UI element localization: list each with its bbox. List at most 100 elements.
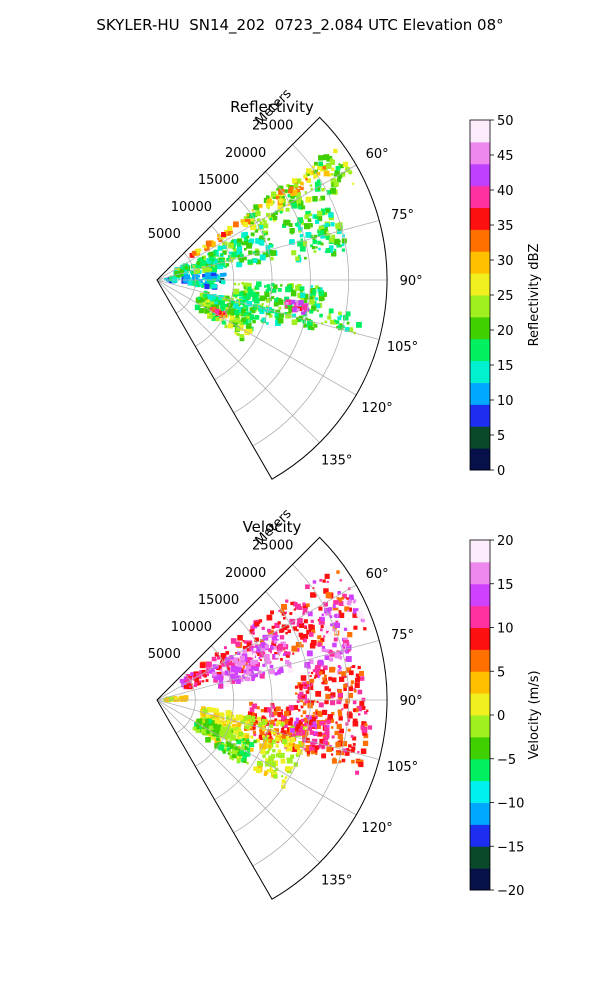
velocity-echo-cell <box>205 661 212 668</box>
velocity-echo-cell <box>263 739 267 744</box>
velocity-echo-cell <box>228 743 235 750</box>
reflectivity-echo-cell <box>318 198 322 202</box>
reflectivity-echo-cell <box>247 259 253 265</box>
velocity-echo-cell <box>233 743 237 746</box>
velocity-echo-cell <box>183 679 187 683</box>
colorbar-segment <box>470 824 490 847</box>
reflectivity-echo-cell <box>264 297 268 300</box>
reflectivity-echo-cell <box>282 223 287 228</box>
reflectivity-echo-cell <box>297 293 301 297</box>
reflectivity-echo-cell <box>300 296 305 301</box>
reflectivity-echo-cell <box>298 230 302 233</box>
reflectivity-echo-cell <box>276 188 279 191</box>
reflectivity-echo-cell <box>270 250 277 256</box>
reflectivity-echo-cell <box>233 303 239 309</box>
reflectivity-echo-cell <box>311 322 316 327</box>
reflectivity-echo-cell <box>204 302 207 305</box>
velocity-echo-cell <box>236 739 242 745</box>
range-tick-label: 20000 <box>225 146 266 161</box>
velocity-echo-cell <box>268 629 274 636</box>
reflectivity-echo-cell <box>209 279 212 282</box>
reflectivity-echo-cell <box>258 236 265 242</box>
velocity-echo-cell <box>242 758 247 763</box>
reflectivity-echo-cell <box>239 254 244 258</box>
velocity-echo-cell <box>357 665 361 670</box>
velocity-echo-cell <box>190 672 195 677</box>
velocity-echo-cell <box>351 746 356 751</box>
reflectivity-echo-cell <box>267 206 270 210</box>
velocity-echo-cell <box>321 645 326 650</box>
velocity-echo-cell <box>319 720 325 726</box>
velocity-echo-cell <box>192 726 197 731</box>
reflectivity-echo-cell <box>248 223 251 226</box>
velocity-echo-cell <box>235 666 242 673</box>
reflectivity-echo-cell <box>331 167 335 171</box>
velocity-echo-cell <box>240 718 246 725</box>
reflectivity-echo-cell <box>325 248 331 253</box>
velocity-echo-cell <box>226 724 231 729</box>
velocity-echo-cell <box>294 603 301 610</box>
velocity-echo-cell <box>343 687 347 691</box>
velocity-echo-cell <box>343 683 348 688</box>
reflectivity-echo-cell <box>235 314 239 318</box>
velocity-echo-cell <box>260 708 264 713</box>
velocity-echo-cell <box>241 758 245 761</box>
reflectivity-echo-cell <box>195 297 202 304</box>
velocity-echo-cell <box>288 705 295 711</box>
velocity-echo-cell <box>338 671 341 675</box>
range-tick-label: 10000 <box>171 200 212 215</box>
velocity-echo-cell <box>271 635 276 640</box>
velocity-echo-cell <box>268 639 272 643</box>
reflectivity-echo-cell <box>236 242 242 247</box>
reflectivity-echo-cell <box>195 265 198 268</box>
velocity-echo-cell <box>331 735 335 739</box>
velocity-echo-cell <box>253 713 258 718</box>
reflectivity-echo-cell <box>278 193 284 200</box>
reflectivity-echo-cell <box>243 236 249 241</box>
velocity-echo-cell <box>203 674 207 678</box>
velocity-echo-cell <box>255 662 261 667</box>
velocity-echo-cell <box>332 628 336 632</box>
reflectivity-echo-cell <box>272 215 278 221</box>
reflectivity-echo-cell <box>318 247 321 251</box>
reflectivity-echo-cell <box>250 232 255 237</box>
velocity-echo-cell <box>304 698 310 704</box>
reflectivity-echo-cell <box>326 155 333 162</box>
reflectivity-echo-cell <box>243 304 247 308</box>
velocity-echo-cell <box>201 728 207 734</box>
reflectivity-echo-cell <box>211 266 218 273</box>
colorbar-segment <box>470 185 490 208</box>
velocity-echo-cell <box>335 751 340 756</box>
velocity-echo-cell <box>320 616 325 622</box>
velocity-echo-cell <box>309 678 315 684</box>
velocity-echo-cell <box>287 629 291 634</box>
reflectivity-echo-cell <box>225 307 228 310</box>
velocity-echo-cell <box>280 722 285 727</box>
velocity-echo-cell <box>367 725 373 730</box>
velocity-echo-cell <box>286 706 291 711</box>
reflectivity-echo-cell <box>218 238 223 243</box>
reflectivity-echo-cell <box>263 308 267 312</box>
velocity-echo-cell <box>275 706 281 712</box>
reflectivity-echo-cell <box>314 161 318 166</box>
reflectivity-echo-cell <box>312 292 316 296</box>
velocity-echo-cell <box>236 679 241 684</box>
velocity-echo-cell <box>352 608 359 614</box>
velocity-echo-cell <box>347 617 351 621</box>
reflectivity-echo-cell <box>228 242 234 249</box>
reflectivity-echo-cell <box>275 195 280 200</box>
velocity-echo-cell <box>214 658 217 662</box>
reflectivity-echo-cell <box>255 281 262 287</box>
reflectivity-echo-cell <box>326 164 332 169</box>
velocity-echo-cell <box>270 644 274 649</box>
velocity-echo-cell <box>233 728 236 731</box>
reflectivity-echo-cell <box>245 323 252 329</box>
velocity-echo-cell <box>330 623 334 627</box>
reflectivity-echo-cell <box>314 219 320 224</box>
velocity-echo-cell <box>214 743 220 749</box>
velocity-echo-cell <box>253 766 258 771</box>
velocity-echo-cell <box>213 727 217 731</box>
reflectivity-echo-cell <box>325 235 330 241</box>
reflectivity-echo-cell <box>236 245 243 252</box>
velocity-echo-cell <box>254 637 259 643</box>
